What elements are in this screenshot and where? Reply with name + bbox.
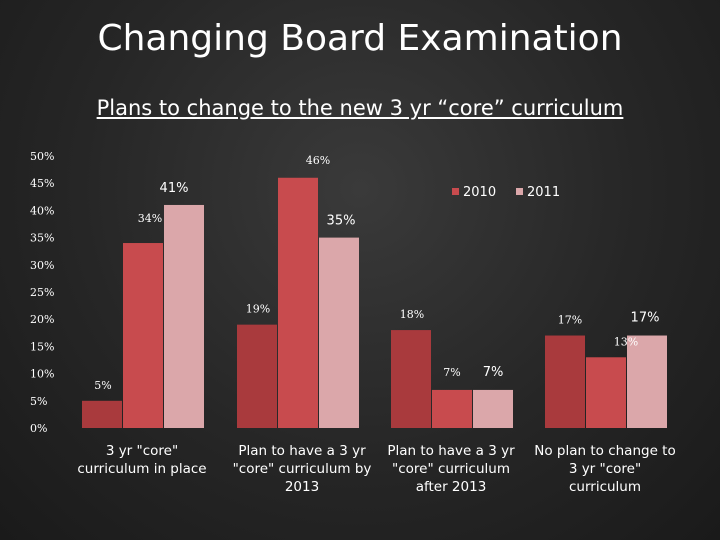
category-label: Plan to have a 3 yr "core" curriculum afte… [387,443,515,495]
bar [391,330,431,428]
y-tick-label: 20% [30,313,54,326]
bar [278,177,318,428]
y-tick-label: 15% [30,340,54,353]
bars [82,177,667,428]
y-tick-label: 30% [30,259,54,272]
data-label: 19% [246,303,270,316]
bar [82,400,122,428]
bar [545,335,585,428]
category-label: 3 yr "core" curriculum in place [77,443,206,477]
y-tick-label: 50% [30,150,54,163]
y-tick-label: 25% [30,286,54,299]
bar [627,335,667,428]
bar [164,204,204,428]
y-tick-label: 5% [30,395,47,408]
bar [432,389,472,428]
y-tick-label: 35% [30,232,54,245]
data-label: 17% [558,314,582,327]
legend-swatch [516,188,523,195]
data-label: 7% [483,365,504,380]
data-label: 41% [160,181,189,196]
slide-title: Changing Board Examination [97,18,623,59]
data-label: 7% [443,366,460,379]
data-labels: 5% 19% 18% 17% 34% 46% 7% 13% 41% 35% 7% 17% [94,154,659,392]
bar [319,237,359,428]
category-label: No plan to change to 3 yr "core" curriculu… [534,443,675,495]
y-tick-label: 45% [30,177,54,190]
legend-swatch [452,188,459,195]
bar [237,324,277,428]
x-axis-categories: 3 yr "core" curriculum in place Plan to ha… [77,443,675,495]
data-label: 35% [327,214,356,229]
data-label: 13% [614,335,638,348]
data-label: 17% [631,311,660,326]
legend: 2010 2011 [452,185,560,200]
category-label: Plan to have a 3 yr "core" curriculum by 2… [233,443,372,495]
data-label: 46% [306,154,330,167]
data-label: 34% [138,212,162,225]
bar [123,243,163,428]
data-label: 5% [94,379,111,392]
y-tick-label: 10% [30,368,54,381]
chart-title: Plans to change to the new 3 yr “core” c… [96,96,624,120]
legend-label: 2011 [527,185,560,200]
legend-label: 2010 [463,185,496,200]
y-tick-label: 40% [30,204,54,217]
data-label: 18% [400,308,424,321]
y-axis: 0% 5% 10% 15% 20% 25% 30% 35% 40% 45% 50% [30,150,54,435]
bar [586,357,626,428]
bar [473,389,513,428]
y-tick-label: 0% [30,422,47,435]
